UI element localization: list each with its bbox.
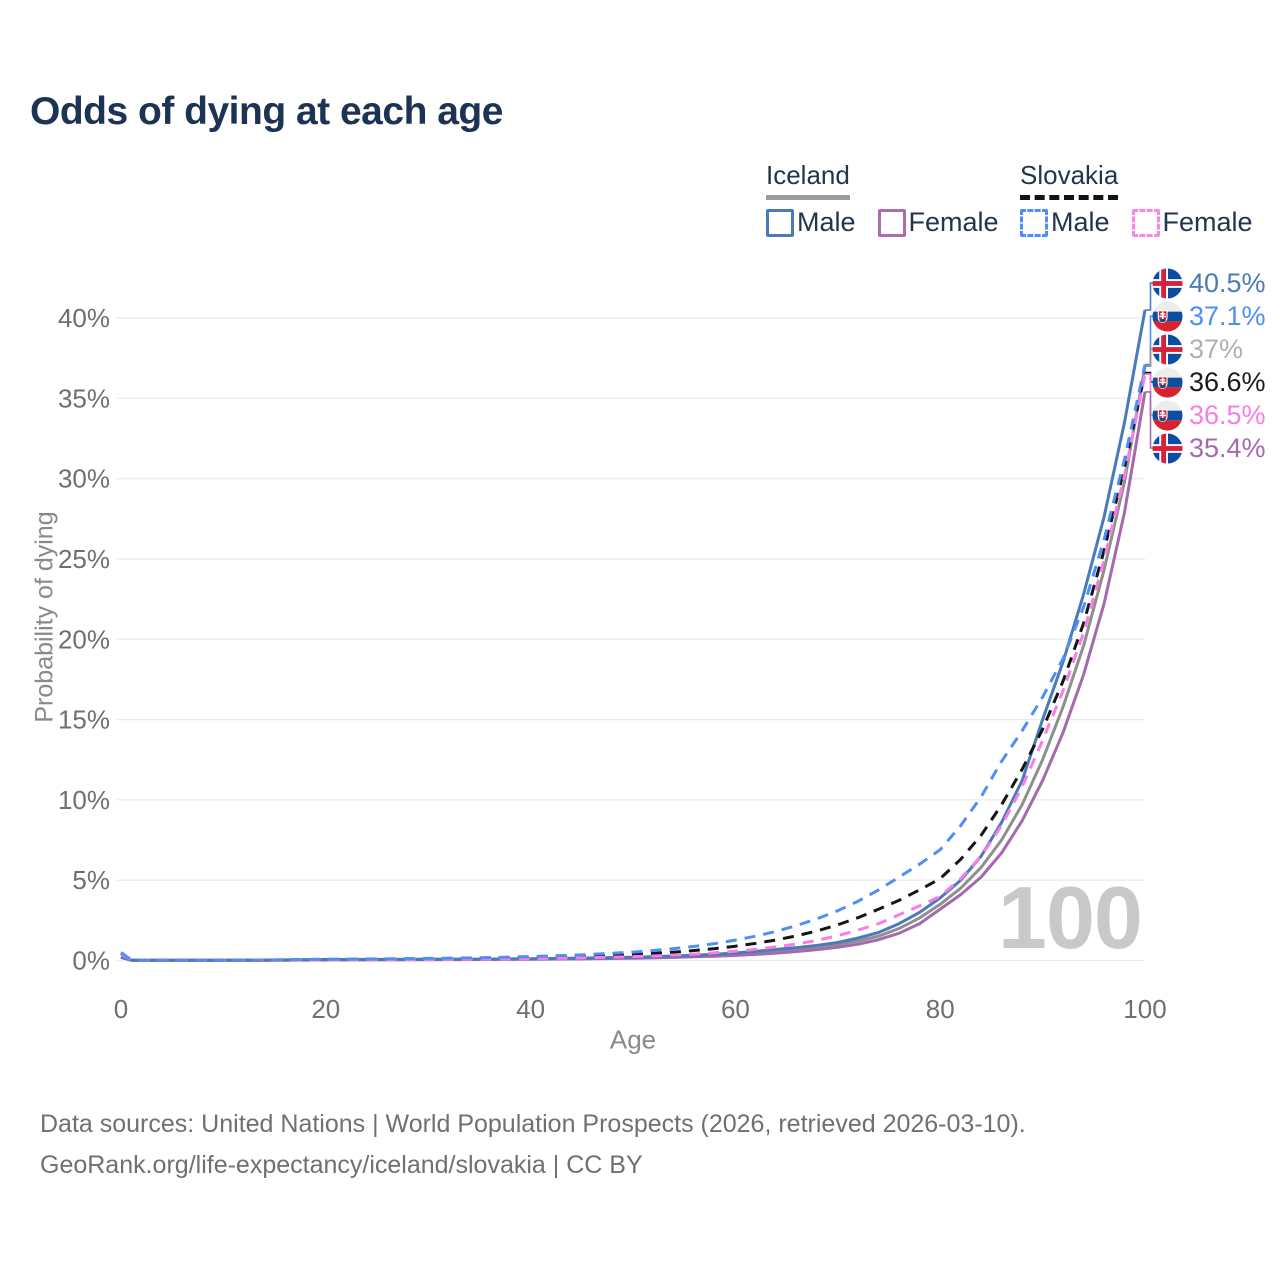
legend-item-iceland-female[interactable]: Female — [877, 207, 999, 238]
end-label-value: 37.1% — [1189, 300, 1266, 331]
source-line-2: GeoRank.org/life-expectancy/iceland/slov… — [40, 1151, 643, 1179]
end-label-value: 35.4% — [1189, 432, 1266, 463]
iceland-flag-icon — [1152, 267, 1183, 299]
y-tick-label: 25% — [58, 544, 110, 574]
x-tick-label: 40 — [516, 994, 545, 1024]
end-label-slovakia-female: 36.5% — [1152, 399, 1266, 432]
series-line-slovakia-all[interactable] — [120, 372, 1147, 962]
y-tick-label: 5% — [72, 865, 110, 895]
end-label-value: 37% — [1189, 333, 1244, 364]
y-tick-label: 35% — [58, 383, 110, 413]
x-tick-label: 20 — [311, 994, 340, 1024]
slovakia-female-swatch-icon — [1131, 208, 1160, 237]
series-line-iceland-female[interactable] — [120, 391, 1147, 962]
x-axis-title: Age — [609, 1024, 657, 1055]
slovakia-flag-icon — [1152, 399, 1183, 431]
legend-item-slovakia-male[interactable]: Male — [1020, 207, 1110, 238]
end-label-value: 36.5% — [1189, 399, 1266, 430]
end-label-slovakia-all: 36.6% — [1152, 366, 1266, 399]
age-cursor-watermark: 100 — [998, 868, 1143, 967]
y-tick-label: 15% — [58, 705, 110, 735]
y-tick-label: 20% — [58, 624, 110, 654]
slovakia-flag-icon — [1152, 366, 1183, 398]
legend: Iceland Male Female Slovakia Male — [0, 160, 1280, 240]
legend-heading-slovakia: Slovakia — [1020, 160, 1119, 200]
source-line-1: Data sources: United Nations | World Pop… — [40, 1110, 1026, 1138]
end-label-iceland-male: 40.5% — [1152, 267, 1266, 300]
legend-label: Female — [908, 207, 999, 237]
y-tick-label: 10% — [58, 785, 110, 815]
series-line-slovakia-male[interactable] — [120, 364, 1147, 962]
y-tick-label: 0% — [72, 946, 110, 976]
page-title: Odds of dying at each age — [30, 90, 503, 133]
legend-item-iceland-male[interactable]: Male — [766, 207, 856, 238]
legend-label: Female — [1162, 207, 1253, 237]
legend-label: Male — [797, 207, 856, 237]
end-label-slovakia-male: 37.1% — [1152, 300, 1266, 333]
end-label-value: 36.6% — [1189, 366, 1266, 397]
slovakia-flag-icon — [1152, 300, 1183, 332]
x-tick-label: 60 — [721, 994, 750, 1024]
end-label-iceland-all: 37% — [1152, 333, 1243, 366]
legend-heading-iceland: Iceland — [766, 160, 850, 200]
y-axis-title: Probability of dying — [30, 511, 59, 723]
legend-group-iceland: Iceland Male Female — [766, 160, 999, 238]
x-tick-label: 0 — [114, 994, 128, 1024]
legend-item-slovakia-female[interactable]: Female — [1131, 207, 1253, 238]
x-tick-label: 80 — [926, 994, 955, 1024]
iceland-flag-icon — [1152, 432, 1183, 464]
legend-label: Male — [1051, 207, 1110, 237]
y-tick-label: 30% — [58, 464, 110, 494]
series-line-iceland-all[interactable] — [120, 365, 1147, 962]
end-label-iceland-female: 35.4% — [1152, 432, 1266, 465]
slovakia-male-swatch-icon — [1020, 208, 1048, 237]
series-line-slovakia-female[interactable] — [120, 373, 1147, 962]
x-tick-label: 100 — [1123, 994, 1166, 1024]
data-source-note: Data sources: United Nations | World Pop… — [40, 1104, 1026, 1186]
legend-group-slovakia: Slovakia Male Female — [1020, 160, 1253, 238]
iceland-flag-icon — [1152, 333, 1183, 365]
y-tick-label: 40% — [58, 303, 110, 333]
end-label-value: 40.5% — [1189, 267, 1266, 298]
iceland-male-swatch-icon — [766, 208, 794, 237]
iceland-female-swatch-icon — [877, 208, 906, 237]
